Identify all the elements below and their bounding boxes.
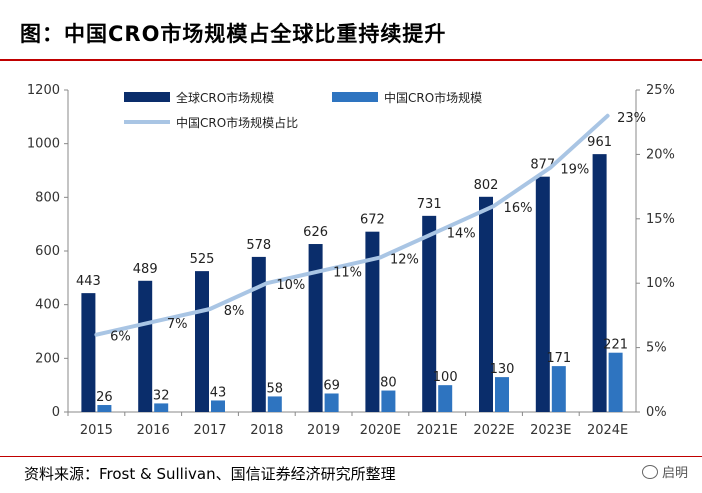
x-tick-label: 2021E — [417, 423, 458, 438]
y-right-tick-label: 0% — [646, 405, 667, 420]
title-bar: 图：中国CRO市场规模占全球比重持续提升 — [0, 0, 702, 62]
bar-china-label: 26 — [96, 390, 113, 405]
bar-global — [308, 244, 323, 412]
bar-global-label: 802 — [474, 178, 499, 193]
bar-global-label: 489 — [133, 262, 158, 277]
wechat-icon — [641, 464, 658, 479]
share-point-label: 23% — [617, 111, 646, 126]
bar-global-label: 525 — [190, 252, 215, 267]
x-tick-label: 2020E — [360, 423, 401, 438]
y-right-tick-label: 20% — [646, 147, 675, 162]
x-tick-label: 2018 — [250, 423, 283, 438]
bar-china-label: 43 — [210, 385, 227, 400]
x-tick-label: 2015 — [80, 423, 113, 438]
share-point-label: 16% — [504, 201, 533, 216]
bar-china — [608, 352, 623, 412]
chart-svg: 0 200 400 600 800 1000 1200 0% 5% 10% 15% 20% 25% 201… — [27, 83, 675, 438]
y-left-tick-label: 600 — [35, 244, 60, 259]
share-point-label: 11% — [333, 265, 362, 280]
bar-china-label: 80 — [380, 376, 397, 391]
source-divider — [0, 456, 702, 457]
legend-swatch-global — [124, 92, 170, 102]
watermark-text: 启明 — [661, 466, 688, 481]
y-right-tick-label: 15% — [646, 212, 675, 227]
bar-global-label: 443 — [76, 274, 101, 289]
bar-china — [495, 377, 509, 412]
bar-global-label: 731 — [417, 197, 442, 212]
bar-global-label: 578 — [246, 238, 271, 253]
legend-label-global: 全球CRO市场规模 — [176, 90, 274, 105]
bar-china-label: 58 — [267, 381, 284, 396]
chart-container: 0 200 400 600 800 1000 1200 0% 5% 10% 15% 20% 25% 201… — [0, 62, 702, 454]
bar-global-label: 961 — [587, 135, 612, 150]
bar-china — [551, 366, 566, 412]
bar-china — [97, 405, 112, 412]
watermark: 启明 — [641, 462, 688, 481]
share-point-label: 10% — [276, 278, 305, 293]
bar-china-label: 130 — [490, 362, 515, 377]
y-right-tick-label: 10% — [646, 276, 675, 291]
y-right-tick-label: 5% — [646, 341, 667, 356]
y-left-tick-label: 1000 — [27, 137, 60, 152]
bar-global — [479, 196, 493, 412]
bar-china-label: 100 — [433, 370, 458, 385]
x-tick-label: 2023E — [530, 423, 571, 438]
x-tick-label: 2024E — [587, 423, 628, 438]
x-tick-label: 2017 — [193, 423, 226, 438]
y-left-tick-label: 400 — [35, 298, 60, 313]
y-left-tick-label: 200 — [35, 351, 60, 366]
bar-global — [251, 256, 266, 412]
y-right-tick-label: 25% — [646, 83, 675, 98]
bar-global — [365, 231, 380, 412]
bar-global-label: 672 — [360, 213, 385, 228]
bar-global — [81, 293, 96, 412]
bar-global — [138, 280, 153, 412]
bar-global — [592, 154, 607, 413]
bar-china — [324, 393, 339, 412]
x-tick-label: 2016 — [137, 423, 170, 438]
y-left-tick-label: 1200 — [27, 83, 60, 98]
share-point-label: 6% — [110, 330, 131, 345]
share-point-label: 8% — [224, 304, 245, 319]
bar-china-label: 69 — [323, 378, 340, 393]
bar-china-label: 32 — [153, 388, 170, 403]
bar-china-label: 171 — [546, 351, 571, 366]
page-title: 图：中国CRO市场规模占全球比重持续提升 — [20, 22, 447, 46]
bar-global — [422, 215, 437, 412]
y-left-tick-label: 0 — [52, 405, 60, 420]
share-point-label: 19% — [560, 162, 589, 177]
x-tick-label: 2019 — [307, 423, 340, 438]
bar-china — [438, 385, 453, 412]
bar-china — [154, 403, 169, 412]
title-divider — [0, 59, 702, 61]
bar-global — [195, 271, 209, 412]
bar-china-label: 221 — [603, 338, 628, 353]
bar-global — [535, 176, 550, 412]
legend-swatch-china — [332, 92, 378, 102]
share-point-label: 7% — [167, 317, 188, 332]
bar-global-label: 626 — [303, 225, 328, 240]
source-note: 资料来源：Frost & Sullivan、国信证券经济研究所整理 — [24, 465, 396, 483]
x-tick-label: 2022E — [473, 423, 514, 438]
legend-label-share: 中国CRO市场规模占比 — [176, 115, 298, 130]
bar-china — [267, 396, 282, 412]
legend-label-china: 中国CRO市场规模 — [384, 90, 482, 105]
bar-china — [381, 390, 396, 412]
share-point-label: 12% — [390, 252, 419, 267]
bar-china — [211, 400, 225, 412]
share-point-label: 14% — [447, 227, 476, 242]
y-left-tick-label: 800 — [35, 190, 60, 205]
share-line — [94, 113, 610, 337]
